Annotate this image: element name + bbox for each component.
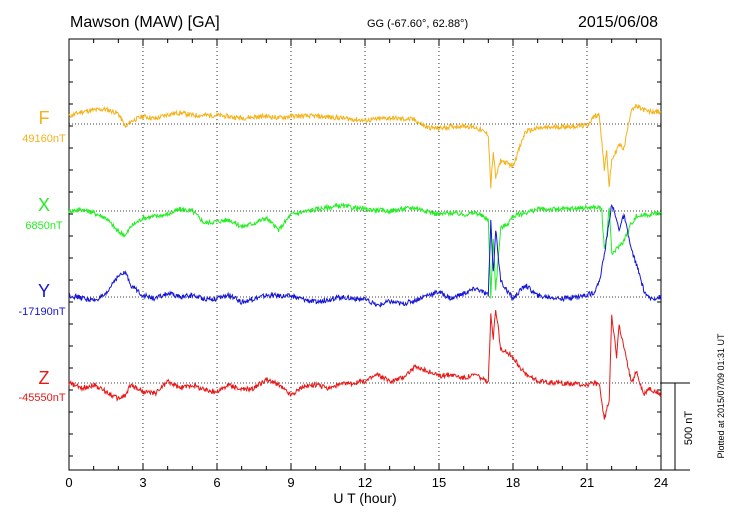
channel-x-baseline: 6850nT bbox=[25, 220, 63, 232]
x-axis-label: U T (hour) bbox=[333, 490, 396, 506]
channel-z-label: Z bbox=[39, 368, 50, 388]
channel-labels: F 49160nT X 6850nT Y -17190nT Z -45550nT bbox=[18, 108, 66, 404]
x-tick-labels: 0 3 6 9 12 15 18 21 24 bbox=[65, 475, 668, 490]
date-label: 2015/06/08 bbox=[578, 14, 658, 31]
series-f-line bbox=[68, 103, 662, 189]
channel-x-label: X bbox=[38, 195, 50, 215]
baselines bbox=[69, 123, 661, 384]
channel-y-label: Y bbox=[38, 281, 50, 301]
series-z-line bbox=[68, 309, 662, 420]
grid bbox=[142, 39, 588, 470]
x-tick-label: 18 bbox=[506, 475, 520, 490]
series-x-line bbox=[68, 202, 662, 299]
data-traces bbox=[68, 103, 662, 420]
x-tick-label: 3 bbox=[139, 475, 146, 490]
x-tick-label: 9 bbox=[287, 475, 294, 490]
scale-bar: 500 nT bbox=[661, 382, 695, 471]
x-tick-label: 6 bbox=[213, 475, 220, 490]
channel-f-baseline: 49160nT bbox=[22, 133, 66, 145]
channel-y-baseline: -17190nT bbox=[18, 306, 65, 318]
x-tick-label: 21 bbox=[580, 475, 594, 490]
tick-marks bbox=[68, 39, 662, 470]
coordinates-label: GG (-67.60°, 62.88°) bbox=[367, 18, 468, 30]
plotted-at-note: Plotted at 2015/07/09 01:31 UT bbox=[716, 333, 726, 459]
x-tick-label: 15 bbox=[432, 475, 446, 490]
scale-bar-label: 500 nT bbox=[683, 411, 695, 446]
x-tick-label: 24 bbox=[654, 475, 668, 490]
station-title: Mawson (MAW) [GA] bbox=[70, 14, 220, 31]
x-tick-label: 12 bbox=[358, 475, 372, 490]
channel-f-label: F bbox=[39, 108, 50, 128]
channel-z-baseline: -45550nT bbox=[18, 392, 65, 404]
series-y-line bbox=[68, 204, 662, 308]
x-tick-label: 0 bbox=[65, 475, 72, 490]
